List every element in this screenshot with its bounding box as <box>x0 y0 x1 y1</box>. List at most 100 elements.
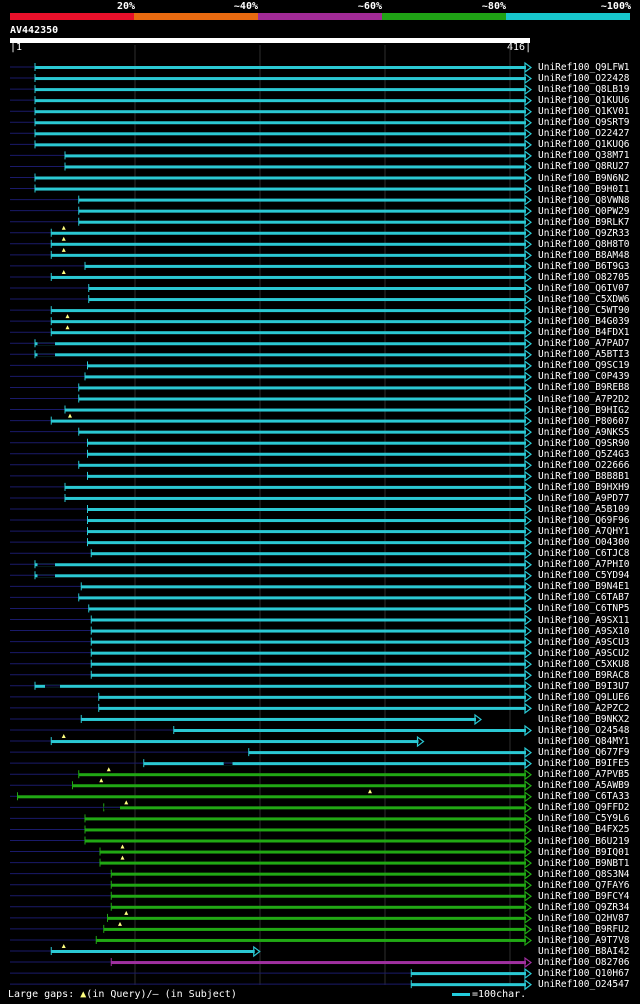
hit-label[interactable]: UniRef100_B9RFU2 <box>538 923 630 935</box>
hit-label[interactable]: UniRef100_Q10H67 <box>538 968 630 980</box>
identity-legend: 20% ~40% ~60% ~80% ~100% <box>0 0 640 22</box>
hit-label[interactable]: UniRef100_Q5Z4G3 <box>538 448 630 460</box>
hit-label[interactable]: UniRef100_Q2HV87 <box>538 912 630 924</box>
hit-end-arrow-icon <box>524 691 532 704</box>
hit-label[interactable]: UniRef100_Q677F9 <box>538 747 630 759</box>
hit-label[interactable]: UniRef100_Q7FAY6 <box>538 879 630 891</box>
hit-bar <box>87 474 526 478</box>
hit-label[interactable]: UniRef100_O22428 <box>538 73 630 85</box>
hit-label[interactable]: UniRef100_Q9SRT9 <box>538 117 630 129</box>
hit-label[interactable]: UniRef100_B9REB8 <box>538 382 630 394</box>
hit-label[interactable]: UniRef100_A7QHY1 <box>538 526 630 538</box>
hit-label[interactable]: UniRef100_B6U219 <box>538 835 630 847</box>
hit-label[interactable]: UniRef100_Q8RU27 <box>538 161 630 173</box>
hit-bar <box>81 717 476 721</box>
hit-label[interactable]: UniRef100_C6TAB7 <box>538 592 630 604</box>
hit-label[interactable]: UniRef100_Q9LFW1 <box>538 62 630 73</box>
hit-label[interactable]: UniRef100_B9IFE5 <box>538 758 630 770</box>
hit-label[interactable]: UniRef100_A5B109 <box>538 504 630 515</box>
hit-label[interactable]: UniRef100_C6TA33 <box>538 791 630 803</box>
hit-label[interactable]: UniRef100_Q9SC19 <box>538 360 630 372</box>
hit-label[interactable]: UniRef100_A9SCU3 <box>538 636 630 648</box>
hit-end-arrow-icon <box>524 901 532 913</box>
hit-label[interactable]: UniRef100_C6TNP5 <box>538 603 630 615</box>
hit-label[interactable]: UniRef100_Q8LB19 <box>538 84 630 96</box>
hit-label[interactable]: UniRef100_Q1KUQ6 <box>538 139 630 151</box>
hit-label[interactable]: UniRef100_O82706 <box>538 957 630 969</box>
hit-label[interactable]: UniRef100_Q1KUU6 <box>538 95 630 107</box>
hit-label[interactable]: UniRef100_Q8H8T0 <box>538 238 630 250</box>
hit-label[interactable]: UniRef100_B9HXH9 <box>538 481 630 493</box>
hit-label[interactable]: UniRef100_B8AM48 <box>538 249 630 261</box>
hit-label[interactable]: UniRef100_C5XDW6 <box>538 294 630 306</box>
hit-end-arrow-icon <box>524 61 532 74</box>
hit-label[interactable]: UniRef100_B9N4E1 <box>538 581 630 593</box>
hit-label[interactable]: UniRef100_C0P439 <box>538 371 630 383</box>
hit-label[interactable]: UniRef100_B9RLK7 <box>538 216 630 228</box>
hit-bar <box>35 143 526 147</box>
query-gap-marker-icon <box>61 734 66 739</box>
hit-label[interactable]: UniRef100_A5AWB9 <box>538 780 630 792</box>
hit-label[interactable]: UniRef100_Q9SR90 <box>538 437 630 449</box>
hit-label[interactable]: UniRef100_C5XKU8 <box>538 658 630 670</box>
hit-label[interactable]: UniRef100_A9T7V8 <box>538 934 630 946</box>
hit-label[interactable]: UniRef100_O22666 <box>538 459 630 471</box>
hit-label[interactable]: UniRef100_B9NBT1 <box>538 857 630 869</box>
hit-label[interactable]: UniRef100_P80607 <box>538 415 630 427</box>
hit-label[interactable]: UniRef100_B9HIG2 <box>538 404 630 416</box>
hit-label[interactable]: UniRef100_O82705 <box>538 271 630 283</box>
hit-label[interactable]: UniRef100_Q6IV07 <box>538 283 630 294</box>
hit-label[interactable]: UniRef100_B9FCY4 <box>538 890 630 902</box>
hit-label[interactable]: UniRef100_Q8S3N4 <box>538 868 630 880</box>
hit-bar <box>51 740 419 744</box>
hit-label[interactable]: UniRef100_A9PD77 <box>538 492 630 504</box>
hit-label[interactable]: UniRef100_Q8VWN8 <box>538 194 630 206</box>
hit-label[interactable]: UniRef100_A2PZC2 <box>538 702 630 714</box>
hit-label[interactable]: UniRef100_B6T9G3 <box>538 260 630 272</box>
hit-label[interactable]: UniRef100_C6TJC8 <box>538 548 630 560</box>
hit-label[interactable]: UniRef100_A5BTI3 <box>538 349 630 361</box>
hit-label[interactable]: UniRef100_A9SX10 <box>538 625 630 637</box>
hit-label[interactable]: UniRef100_Q69F96 <box>538 515 630 527</box>
hit-label[interactable]: UniRef100_A7PHI0 <box>538 559 630 571</box>
hit-bar <box>78 463 526 467</box>
hit-label[interactable]: UniRef100_B4G039 <box>538 316 630 328</box>
hit-label[interactable]: UniRef100_C5YD94 <box>538 570 630 582</box>
hit-bar <box>78 596 526 600</box>
hit-label[interactable]: UniRef100_Q9FFD2 <box>538 802 630 814</box>
hit-label[interactable]: UniRef100_B9IQ01 <box>538 846 630 858</box>
hit-label[interactable]: UniRef100_B9I3U7 <box>538 680 630 692</box>
hit-label[interactable]: UniRef100_A7P2D2 <box>538 393 630 405</box>
hit-bar <box>51 419 526 423</box>
hit-label[interactable]: UniRef100_Q38M71 <box>538 150 630 162</box>
hit-label[interactable]: UniRef100_B9N6N2 <box>538 172 630 184</box>
hit-label[interactable]: UniRef100_Q9ZR33 <box>538 227 630 239</box>
hit-end-arrow-icon <box>524 481 532 494</box>
hit-label[interactable]: UniRef100_B9NKX2 <box>538 713 630 725</box>
hit-label[interactable]: UniRef100_B9RAC8 <box>538 669 630 681</box>
hit-label[interactable]: UniRef100_O22427 <box>538 128 630 140</box>
hit-label[interactable]: UniRef100_C5Y9L6 <box>538 813 630 825</box>
hit-label[interactable]: UniRef100_O04300 <box>538 537 630 549</box>
hit-label[interactable]: UniRef100_C5WT90 <box>538 305 630 317</box>
hit-label[interactable]: UniRef100_Q9LUE6 <box>538 691 630 703</box>
hit-end-arrow-icon <box>524 846 532 858</box>
hit-label[interactable]: UniRef100_O24547 <box>538 979 630 991</box>
hit-label[interactable]: UniRef100_A7PVB5 <box>538 769 630 781</box>
hit-label[interactable]: UniRef100_Q84MY1 <box>538 736 630 748</box>
hit-label[interactable]: UniRef100_B8B8B1 <box>538 470 630 482</box>
hit-label[interactable]: UniRef100_A9SCU2 <box>538 647 630 659</box>
hit-label[interactable]: UniRef100_Q0PW29 <box>538 205 630 217</box>
hit-label[interactable]: UniRef100_B9H0I1 <box>538 183 630 195</box>
hit-label[interactable]: UniRef100_A7PAD7 <box>538 338 630 350</box>
hit-bar <box>81 585 526 589</box>
hit-label[interactable]: UniRef100_Q9ZR34 <box>538 901 630 913</box>
hit-label[interactable]: UniRef100_O24548 <box>538 725 630 736</box>
hit-label[interactable]: UniRef100_A9SX11 <box>538 614 630 626</box>
hit-label[interactable]: UniRef100_B4FDX1 <box>538 327 630 339</box>
hit-label[interactable]: UniRef100_A9NKS5 <box>538 426 630 438</box>
hit-label[interactable]: UniRef100_B4FX25 <box>538 824 630 836</box>
legend-bar-80 <box>382 13 506 20</box>
hit-label[interactable]: UniRef100_B8AI42 <box>538 946 630 957</box>
hit-label[interactable]: UniRef100_Q1KV01 <box>538 106 630 118</box>
